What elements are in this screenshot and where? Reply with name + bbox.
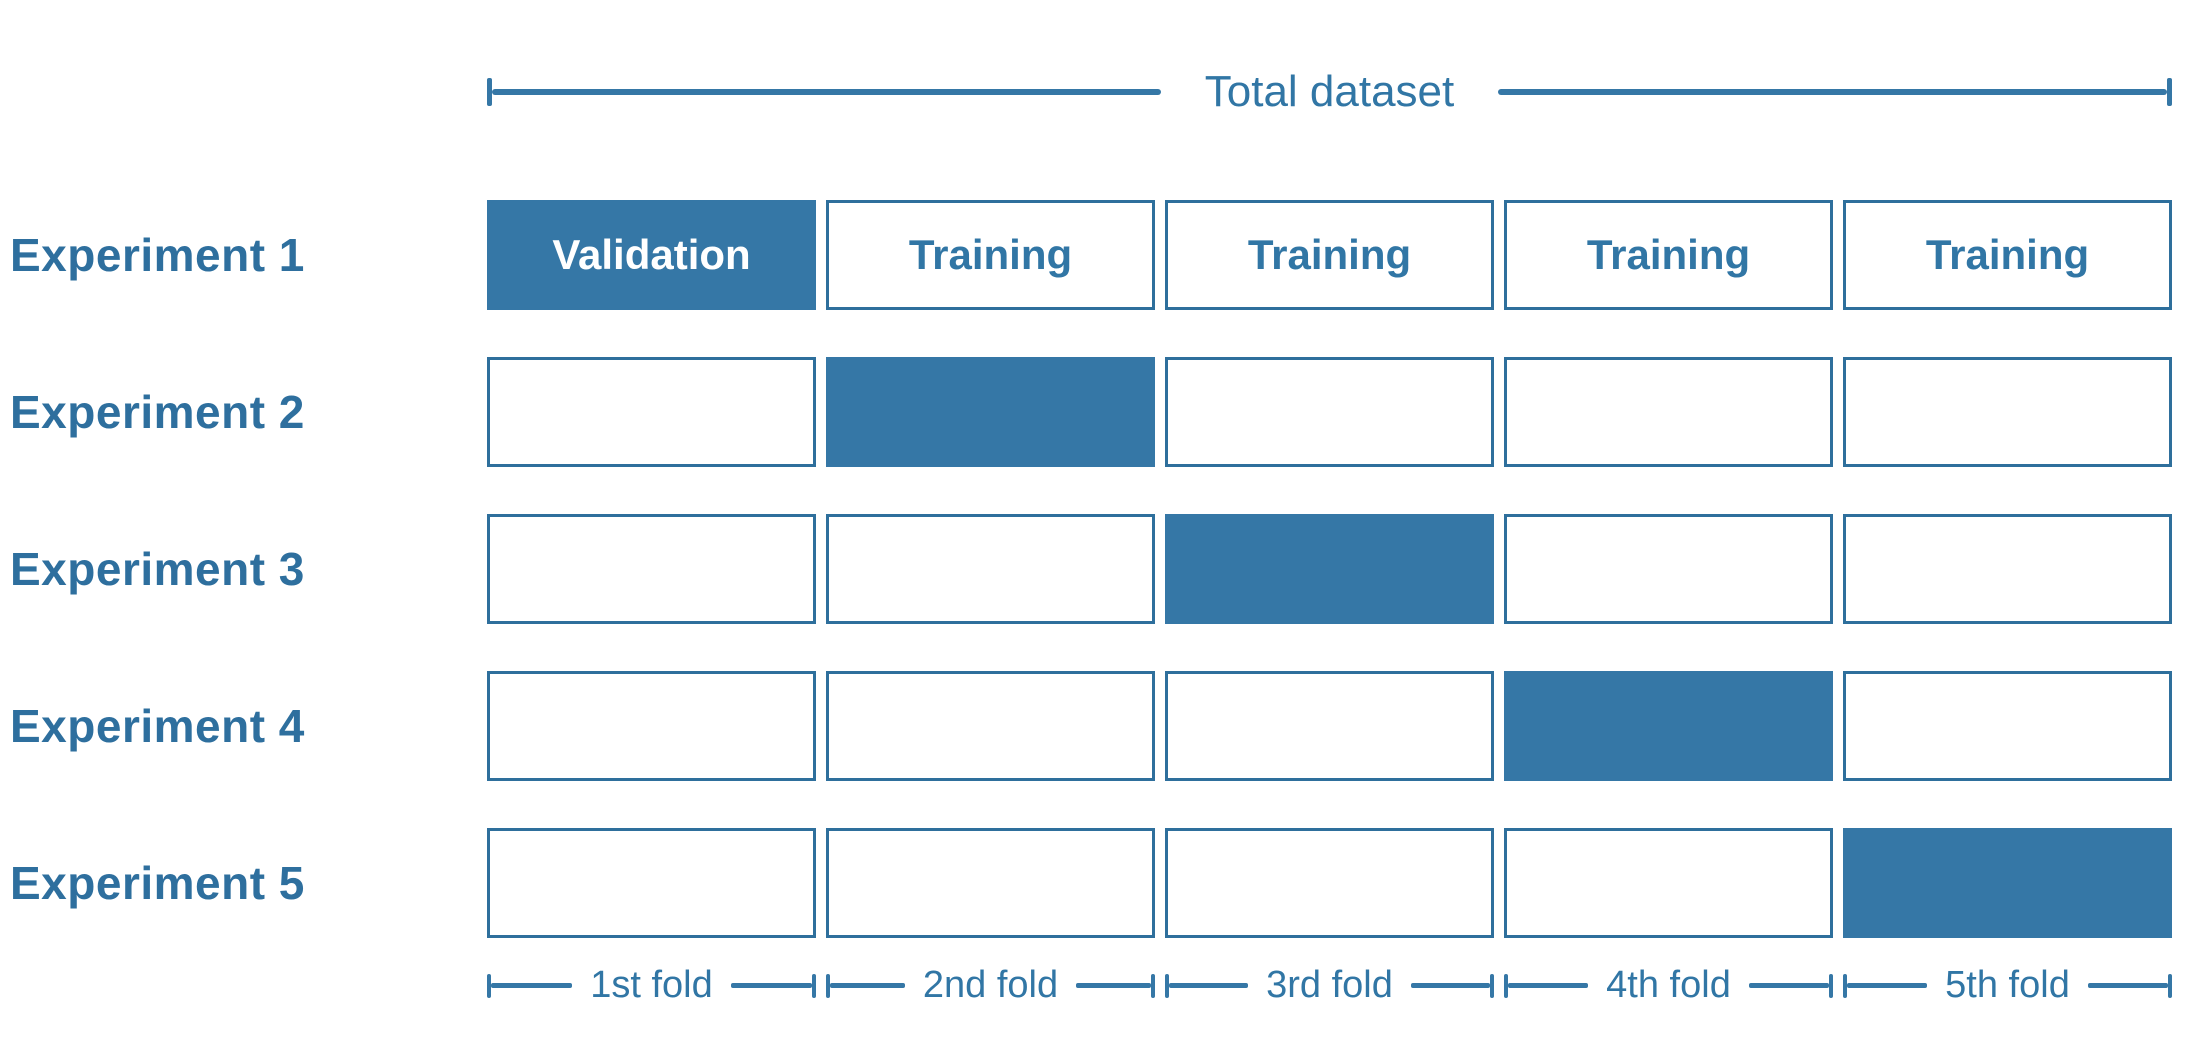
fold-labels-row: 1st fold 2nd fold 3rd fold xyxy=(0,964,2172,1007)
tick-left-icon xyxy=(487,973,491,998)
cell-r3-c3 xyxy=(1165,514,1494,624)
cell-r5-c2 xyxy=(826,828,1155,938)
tick-left-icon xyxy=(1504,973,1508,998)
cell-r4-c3 xyxy=(1165,671,1494,781)
cell-r3-c5 xyxy=(1843,514,2172,624)
fold-4-label: 4th fold xyxy=(1606,964,1731,1006)
cell-r1-c4: Training xyxy=(1504,200,1833,310)
experiment-3-label: Experiment 3 xyxy=(10,543,305,595)
fold-measures: 1st fold 2nd fold 3rd fold xyxy=(487,964,2172,1007)
cell-r4-c2 xyxy=(826,671,1155,781)
fold-3-measure: 3rd fold xyxy=(1165,964,1494,1007)
total-dataset-label: Total dataset xyxy=(1204,67,1455,116)
tick-left-icon xyxy=(826,973,830,998)
measure-line-right xyxy=(1498,89,2167,95)
tick-left-icon xyxy=(1165,973,1169,998)
measure-line-left xyxy=(492,89,1161,95)
cell-r5-c3 xyxy=(1165,828,1494,938)
cell-r2-c1 xyxy=(487,357,816,467)
experiment-rows: Experiment 1 Validation Training Trainin… xyxy=(0,200,2172,938)
experiment-5-label: Experiment 5 xyxy=(10,857,305,909)
cell-r2-c5 xyxy=(1843,357,2172,467)
tick-left-icon xyxy=(487,78,492,106)
tick-left-icon xyxy=(1843,973,1847,998)
experiment-2-label: Experiment 2 xyxy=(10,386,305,438)
cell-r1-c3: Training xyxy=(1165,200,1494,310)
tick-right-icon xyxy=(2167,78,2172,106)
fold-2-label: 2nd fold xyxy=(922,964,1059,1006)
experiment-2-row: Experiment 2 xyxy=(0,357,2172,467)
fold-5-measure: 5th fold xyxy=(1843,964,2172,1007)
experiment-1-row: Experiment 1 Validation Training Trainin… xyxy=(0,200,2172,310)
cell-r5-c5 xyxy=(1843,828,2172,938)
experiment-3-cells xyxy=(487,514,2172,624)
cell-r3-c4 xyxy=(1504,514,1833,624)
fold-1-label: 1st fold xyxy=(590,964,713,1006)
fold-2-measure: 2nd fold xyxy=(826,964,1156,1007)
experiment-3-row: Experiment 3 xyxy=(0,514,2172,624)
cell-r1-c1: Validation xyxy=(487,200,816,310)
cell-r1-c5: Training xyxy=(1843,200,2172,310)
cell-r1-c2: Training xyxy=(826,200,1155,310)
header-spacer xyxy=(0,64,487,120)
tick-right-icon xyxy=(812,973,816,998)
fold-4-measure: 4th fold xyxy=(1504,964,1833,1007)
cell-r5-c4 xyxy=(1504,828,1833,938)
experiment-4-label: Experiment 4 xyxy=(10,700,305,752)
cell-r2-c3 xyxy=(1165,357,1494,467)
cell-r2-c4 xyxy=(1504,357,1833,467)
cell-r2-c2 xyxy=(826,357,1155,467)
tick-right-icon xyxy=(1151,973,1156,998)
tick-right-icon xyxy=(1490,973,1494,998)
fold-spacer xyxy=(0,964,487,1007)
cell-r4-c4 xyxy=(1504,671,1833,781)
experiment-2-cells xyxy=(487,357,2172,467)
experiment-4-row: Experiment 4 xyxy=(0,671,2172,781)
fold-3-label: 3rd fold xyxy=(1266,964,1393,1006)
experiment-5-cells xyxy=(487,828,2172,938)
cell-r3-c2 xyxy=(826,514,1155,624)
cell-r4-c5 xyxy=(1843,671,2172,781)
tick-right-icon xyxy=(1829,973,1833,998)
experiment-1-cells: Validation Training Training Training Tr… xyxy=(487,200,2172,310)
total-dataset-row: Total dataset xyxy=(0,64,2172,120)
cell-r5-c1 xyxy=(487,828,816,938)
fold-1-measure: 1st fold xyxy=(487,964,816,1007)
cell-r4-c1 xyxy=(487,671,816,781)
cell-r3-c1 xyxy=(487,514,816,624)
experiment-1-label: Experiment 1 xyxy=(10,229,305,281)
experiment-5-row: Experiment 5 xyxy=(0,828,2172,938)
fold-5-label: 5th fold xyxy=(1945,964,2070,1006)
experiment-4-cells xyxy=(487,671,2172,781)
tick-right-icon xyxy=(2168,973,2172,998)
total-dataset-measure: Total dataset xyxy=(487,64,2172,120)
